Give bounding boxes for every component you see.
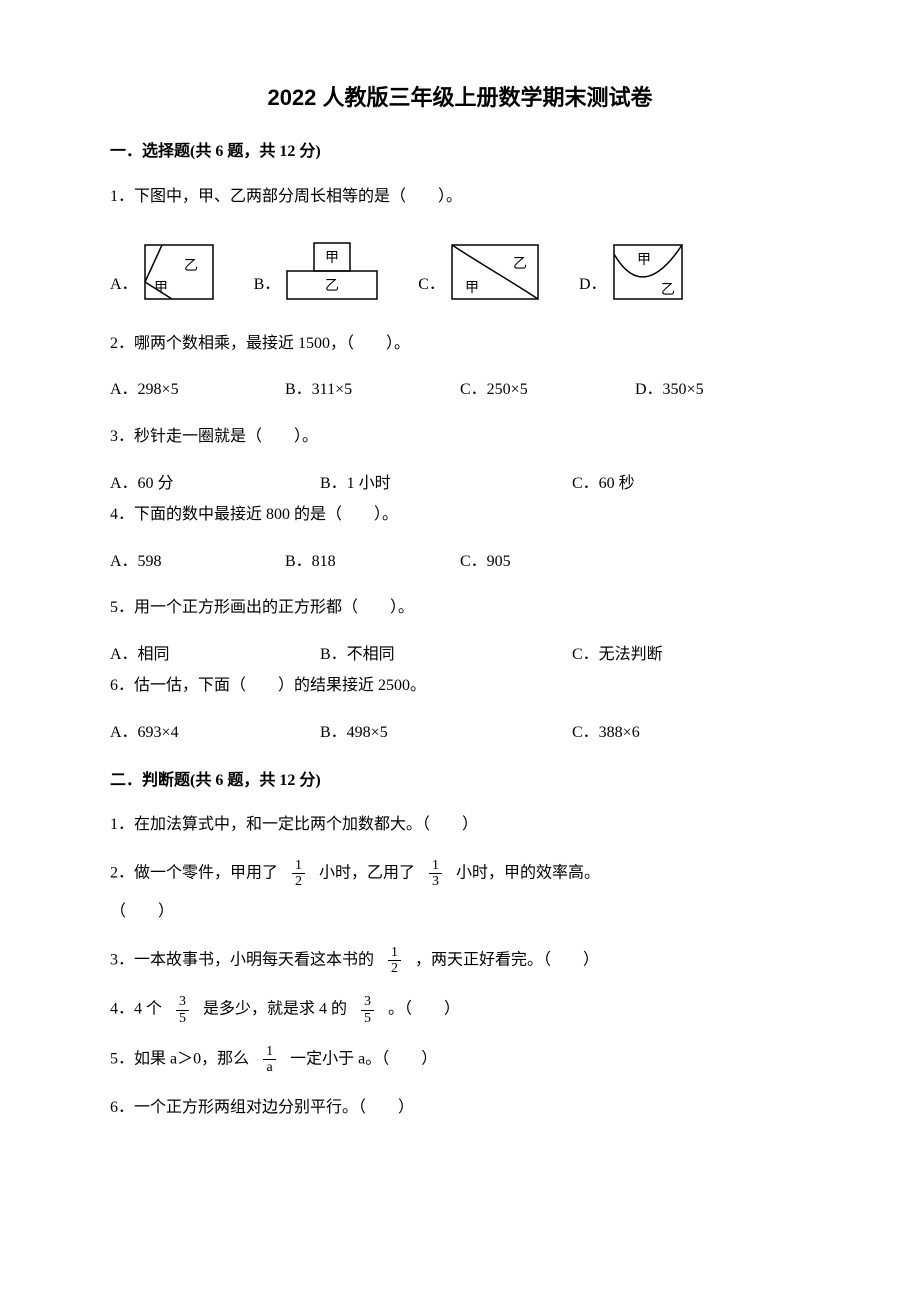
s2-q5-f-den: a: [263, 1060, 276, 1075]
svg-text:甲: 甲: [325, 251, 339, 266]
q6-opt-b: B．498×5: [320, 719, 572, 748]
q5-opt-c: C．无法判断: [572, 641, 810, 670]
q1-opt-a-label: A．: [110, 271, 138, 300]
s2-q3-post: ，两天正好看完。（ ）: [415, 951, 599, 968]
s2-q2-f2-den: 3: [429, 874, 442, 889]
s2-q6: 6．一个正方形两组对边分别平行。（ ）: [110, 1094, 810, 1123]
s2-q2-mid1: 小时，乙用了: [319, 865, 415, 882]
q2-opt-d: D．350×5: [635, 376, 810, 405]
section2-header: 二．判断题(共 6 题，共 12 分): [110, 768, 810, 794]
q1-diagram-d: 甲 乙: [613, 244, 683, 300]
q6: 6．估一估，下面（ ）的结果接近 2500。 A．693×4 B．498×5 C…: [110, 672, 810, 748]
q4-opt-a: A．598: [110, 548, 285, 577]
q6-options: A．693×4 B．498×5 C．388×6: [110, 719, 810, 748]
s2-q4-f1-num: 3: [176, 994, 189, 1010]
q5-options: A．相同 B．不相同 C．无法判断: [110, 641, 810, 670]
q1-opt-d: D． 甲 乙: [579, 244, 683, 300]
q1-diagram-b: 甲 乙: [286, 242, 378, 300]
s2-q2-f1-num: 1: [292, 858, 305, 874]
q2-text: 2．哪两个数相乘，最接近 1500，（ ）。: [110, 330, 810, 359]
q1-diagram-c: 乙 甲: [451, 244, 539, 300]
q1-opt-c: C． 乙 甲: [418, 244, 539, 300]
s2-q2-f1-den: 2: [292, 874, 305, 889]
svg-text:甲: 甲: [154, 281, 168, 296]
s2-q1: 1．在加法算式中，和一定比两个加数都大。（ ）: [110, 811, 810, 840]
s2-q4-frac2: 3 5: [361, 994, 374, 1026]
q5-opt-b: B．不相同: [320, 641, 572, 670]
q6-opt-a: A．693×4: [110, 719, 320, 748]
q1-opt-c-label: C．: [418, 271, 445, 300]
s2-q5: 5．如果 a＞0，那么 1 a 一定小于 a。（ ）: [110, 1044, 810, 1076]
s2-q4: 4．4 个 3 5 是多少，就是求 4 的 3 5 。（ ）: [110, 994, 810, 1026]
s2-q4-f2-den: 5: [361, 1011, 374, 1026]
q3-text: 3．秒针走一圈就是（ ）。: [110, 423, 810, 452]
s2-q5-post: 一定小于 a。（ ）: [290, 1051, 437, 1068]
q4: 4．下面的数中最接近 800 的是（ ）。 A．598 B．818 C．905: [110, 501, 810, 577]
q1-opt-a: A． 甲 乙: [110, 244, 214, 300]
q1-opt-b-label: B．: [254, 271, 281, 300]
s2-q5-frac: 1 a: [263, 1044, 276, 1076]
svg-text:乙: 乙: [661, 282, 675, 298]
page-title: 2022 人教版三年级上册数学期末测试卷: [110, 80, 810, 115]
q5: 5．用一个正方形画出的正方形都（ ）。 A．相同 B．不相同 C．无法判断: [110, 594, 810, 670]
q5-text: 5．用一个正方形画出的正方形都（ ）。: [110, 594, 810, 623]
q4-opt-b: B．818: [285, 548, 460, 577]
s2-q5-pre: 5．如果 a＞0，那么: [110, 1051, 249, 1068]
q4-opt-c: C．905: [460, 548, 635, 577]
s2-q2-f2-num: 1: [429, 858, 442, 874]
q2-opt-c: C．250×5: [460, 376, 635, 405]
s2-q2-frac1: 1 2: [292, 858, 305, 890]
q2-opt-a: A．298×5: [110, 376, 285, 405]
s2-q2-pre: 2．做一个零件，甲用了: [110, 865, 278, 882]
q1-options: A． 甲 乙 B． 甲 乙: [110, 242, 810, 300]
q4-options: A．598 B．818 C．905: [110, 548, 810, 577]
s2-q2-post: 小时，甲的效率高。: [456, 865, 600, 882]
s2-q3-pre: 3．一本故事书，小明每天看这本书的: [110, 951, 374, 968]
s2-q3-frac: 1 2: [388, 945, 401, 977]
s2-q4-f2-num: 3: [361, 994, 374, 1010]
s2-q3: 3．一本故事书，小明每天看这本书的 1 2 ，两天正好看完。（ ）: [110, 945, 810, 977]
svg-text:甲: 甲: [465, 281, 479, 296]
s2-q4-pre: 4．4 个: [110, 1001, 162, 1018]
q5-opt-a: A．相同: [110, 641, 320, 670]
q1-diagram-a: 甲 乙: [144, 244, 214, 300]
s2-q5-f-num: 1: [263, 1044, 276, 1060]
s2-q4-post: 。（ ）: [388, 1001, 460, 1018]
s2-q3-f-den: 2: [388, 961, 401, 976]
s2-q4-mid: 是多少，就是求 4 的: [203, 1001, 347, 1018]
q1: 1．下图中，甲、乙两部分周长相等的是（ ）。 A． 甲 乙 B． 甲: [110, 183, 810, 300]
q1-opt-b: B． 甲 乙: [254, 242, 379, 300]
s2-q3-f-num: 1: [388, 945, 401, 961]
section1-header: 一．选择题(共 6 题，共 12 分): [110, 139, 810, 165]
s2-q2-frac2: 1 3: [429, 858, 442, 890]
s2-q2-tail: （ ）: [110, 898, 810, 927]
q3-opt-b: B．1 小时: [320, 470, 572, 499]
s2-q4-frac1: 3 5: [176, 994, 189, 1026]
q2-options: A．298×5 B．311×5 C．250×5 D．350×5: [110, 376, 810, 405]
svg-text:甲: 甲: [637, 253, 651, 268]
svg-text:乙: 乙: [513, 256, 527, 272]
q6-text: 6．估一估，下面（ ）的结果接近 2500。: [110, 672, 810, 701]
q3-opt-a: A．60 分: [110, 470, 320, 499]
q3: 3．秒针走一圈就是（ ）。 A．60 分 B．1 小时 C．60 秒: [110, 423, 810, 499]
svg-text:乙: 乙: [325, 278, 339, 294]
q6-opt-c: C．388×6: [572, 719, 810, 748]
q3-opt-c: C．60 秒: [572, 470, 810, 499]
q1-opt-d-label: D．: [579, 271, 607, 300]
s2-q4-f1-den: 5: [176, 1011, 189, 1026]
q2: 2．哪两个数相乘，最接近 1500，（ ）。 A．298×5 B．311×5 C…: [110, 330, 810, 406]
q3-options: A．60 分 B．1 小时 C．60 秒: [110, 470, 810, 499]
q1-text: 1．下图中，甲、乙两部分周长相等的是（ ）。: [110, 183, 810, 212]
s2-q2: 2．做一个零件，甲用了 1 2 小时，乙用了 1 3 小时，甲的效率高。 （ ）: [110, 858, 810, 927]
q2-opt-b: B．311×5: [285, 376, 460, 405]
svg-text:乙: 乙: [184, 258, 198, 274]
q4-text: 4．下面的数中最接近 800 的是（ ）。: [110, 501, 810, 530]
